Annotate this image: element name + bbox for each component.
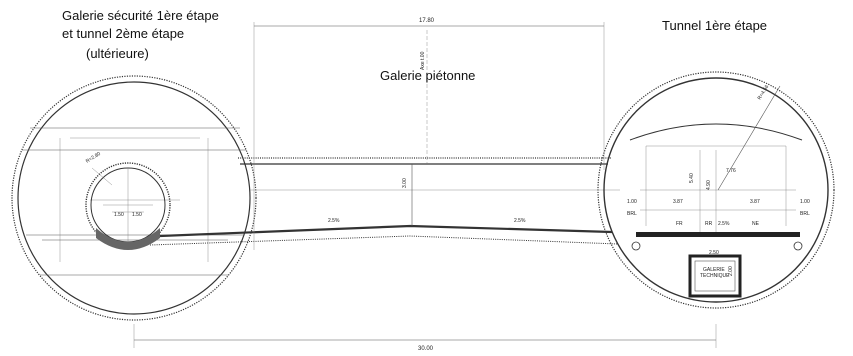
technical-gallery-inner [694,260,736,292]
left-small-gallery-axes [103,168,153,242]
technical-gallery-box [688,254,742,298]
left-tunnel-inner-structure [59,137,209,262]
center-axis-label: Axe t.00 [420,51,426,70]
right-radius-line [717,85,781,191]
left-tunnel-outer-ring [11,75,257,321]
right-shoulder-left: BRL [627,211,637,217]
right-tunnel: R=4.56 7.76 5.40 4.90 3.87 3.87 1.00 1.0… [597,71,835,309]
left-small-width2: 1.50 [132,212,142,218]
right-side-left-dim: 1.00 [627,199,637,205]
bottom-dimension: 30.00 [133,324,717,352]
bottom-dimension-label: 30.00 [418,346,434,352]
right-lane-fr: FR [676,221,683,227]
technical-gallery-height: 2.00 [728,266,734,276]
right-slope: 2.5% [718,221,730,227]
left-tunnel-inner-ring [17,81,251,315]
right-lane-left-dim: 3.87 [673,199,683,205]
left-tunnel [11,75,257,321]
left-small-width1: 1.50 [114,212,124,218]
right-drain-left [631,241,641,251]
gallery-floor [159,224,613,238]
technical-gallery-label2: TECHNIQUE [700,273,730,279]
right-dimension-lines [640,150,796,232]
right-h1: 5.40 [689,173,695,183]
right-clearance-outline [645,145,787,226]
gallery-title: Galerie piétonne [380,68,475,83]
right-tunnel-vault [629,123,803,141]
left-tunnel-title-line3: (ultérieure) [86,46,149,61]
top-dimension-label: 17.80 [419,18,435,24]
slope-right-label: 2.5% [514,218,526,224]
right-road-deck [636,232,800,237]
left-tunnel-title-line2: et tunnel 2ème étape [62,26,184,41]
right-lane-ne: NE [752,221,760,227]
left-small-radius-line [91,167,113,186]
left-tunnel-title-line1: Galerie sécurité 1ère étape [62,8,219,23]
right-side-right-dim: 1.00 [800,199,810,205]
right-shoulder-right: BRL [800,211,810,217]
right-tunnel-title: Tunnel 1ère étape [662,18,767,33]
right-h-top: 7.76 [726,168,736,174]
right-lane-right-dim: 3.87 [750,199,760,205]
gallery-floor-outer [149,235,619,246]
left-tunnel-hatching [22,127,246,276]
slope-left-label: 2.5% [328,218,340,224]
technical-gallery-width: 2.50 [709,250,719,256]
left-small-radius-label: R=2.80 [85,151,102,165]
pedestrian-gallery: 3.00 2.5% 2.5% [149,157,620,246]
right-h2: 4.90 [706,180,712,190]
gallery-height-label: 3.00 [402,178,408,188]
technical-gallery-label1: GALERIE [703,267,725,273]
right-tunnel-outer-ring [597,71,835,309]
top-dimension: 17.80 Axe t.00 [253,18,605,250]
right-lane-rr: RR [705,221,713,227]
right-tunnel-inner-ring [603,77,829,303]
right-drain-right [793,241,803,251]
left-small-gallery-invert [96,228,160,250]
